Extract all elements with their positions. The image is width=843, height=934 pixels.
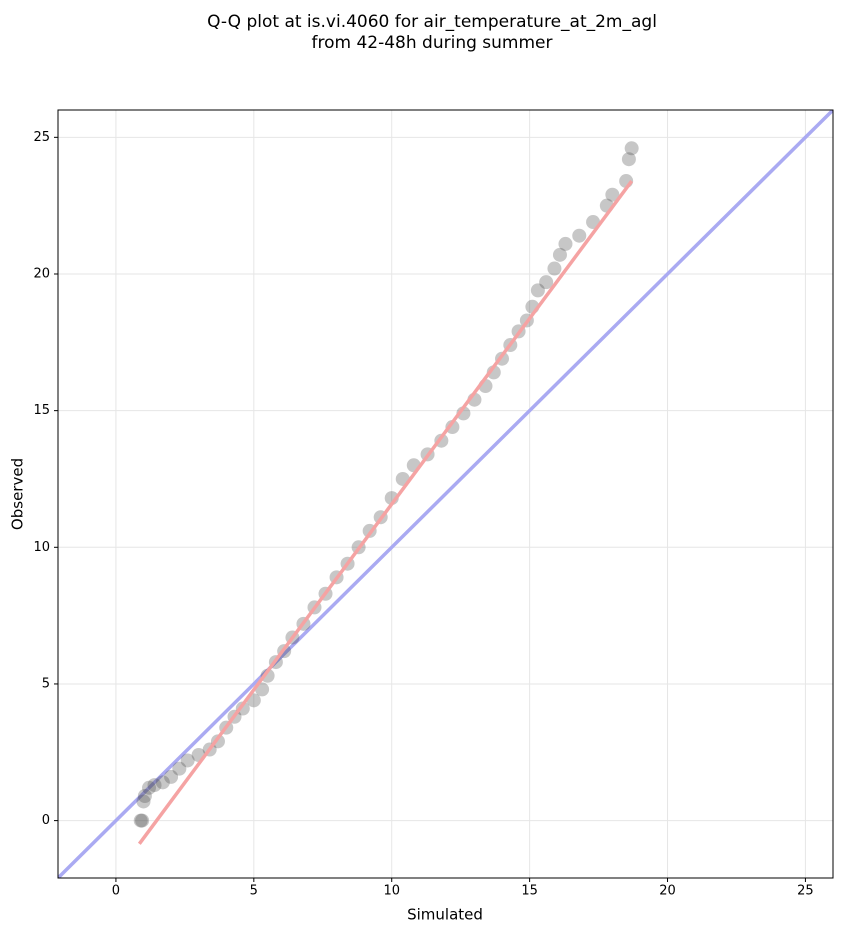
y-tick-label: 5 [42,676,50,691]
point [180,753,195,768]
y-axis-label: Observed [9,458,27,530]
point [605,187,620,202]
point [558,236,573,251]
point [445,420,460,435]
chart-title: Q-Q plot at is.vi.4060 for air_temperatu… [207,12,657,32]
point [552,247,567,262]
reference-line [58,110,833,878]
x-tick-label: 5 [250,884,258,899]
point [133,813,148,828]
y-tick-label: 15 [33,403,50,418]
y-tick-label: 10 [33,540,50,555]
x-tick-label: 25 [797,884,814,899]
reference-line [137,180,634,845]
point [142,780,157,795]
point [572,228,587,243]
point [136,794,151,809]
chart-title: from 42-48h during summer [312,33,553,53]
x-axis-label: Simulated [407,906,483,924]
point [137,789,152,804]
point [164,769,179,784]
point [155,775,170,790]
point [530,283,545,298]
point [539,275,554,290]
x-tick-label: 20 [659,884,676,899]
y-tick-label: 20 [33,266,50,281]
x-tick-label: 10 [383,884,400,899]
plot-frame [57,109,834,879]
y-tick-label: 25 [33,130,50,145]
y-tick-label: 0 [42,813,50,828]
point [547,261,562,276]
point [624,141,639,156]
point [172,761,187,776]
point [260,668,275,683]
x-tick-label: 15 [521,884,538,899]
x-tick-label: 0 [112,884,120,899]
point [147,778,162,793]
point [621,152,636,167]
point [135,813,150,828]
